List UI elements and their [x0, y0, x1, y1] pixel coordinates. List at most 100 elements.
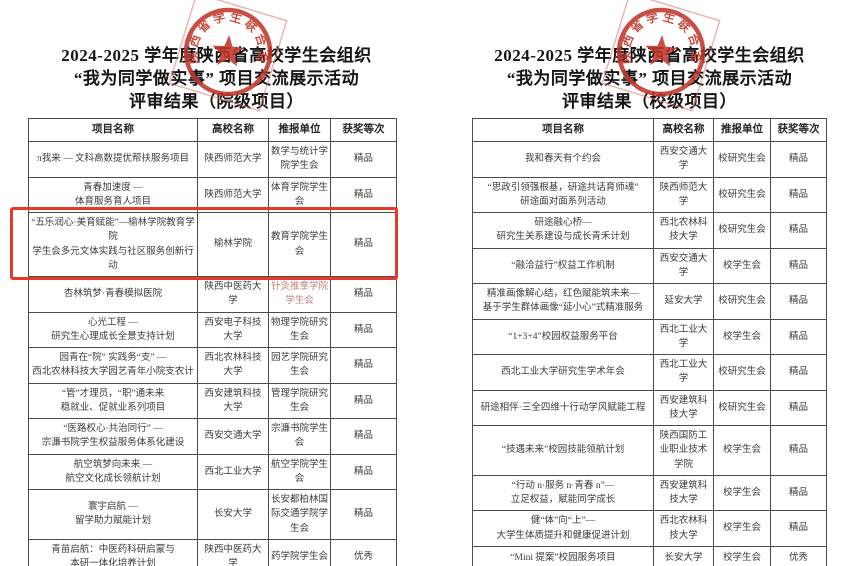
project-cell: 健“体”向“上”— 大学生体质提升和健康促进计划: [472, 510, 654, 547]
unit-cell: 航空学院学生会: [268, 453, 331, 490]
column-header: 高校名称: [653, 118, 714, 142]
table-row: 寰宇启航 — 留学助力赋能计划 长安大学 长安都柏林国际交通学院学生会 精品: [28, 489, 397, 540]
table-row: 园青在“院” 实践务“支” — 西北农林科技大学园艺青年小院支农计 西北农林科技大…: [28, 347, 397, 384]
header-row: 项目名称 高校名称 推报单位 获奖等次: [28, 118, 397, 142]
award-cell: 精品: [770, 141, 827, 178]
university-cell: 西安建筑科技大学: [653, 389, 714, 426]
page-university-level: 陕西省学生联合会 2024-2025 学年度陕西省高校学生会组织 “我为同学做实…: [433, 0, 866, 566]
award-cell: 精品: [330, 489, 397, 540]
project-cell: “技遇未来”校园技能领航计划: [472, 425, 654, 476]
table-row: 我和春天有个约会 西安交通大学 校研究生会 精品: [472, 141, 827, 178]
unit-cell: 校学生会: [713, 318, 771, 355]
university-cell: 延安大学: [653, 283, 714, 320]
column-header: 获奖等次: [330, 118, 397, 142]
award-cell: 精品: [770, 425, 827, 476]
project-cell: 我和春天有个约会: [472, 141, 654, 178]
title-line-1: 2024-2025 学年度陕西省高校学生会组织: [494, 46, 805, 65]
award-cell: 精品: [770, 318, 827, 355]
award-cell: 精品: [330, 418, 397, 455]
award-cell: 精品: [770, 212, 827, 249]
project-cell: π我来 — 文科高数提优帮扶服务项目: [28, 141, 198, 178]
university-cell: 西北农林科技大学: [653, 212, 714, 249]
project-cell: 精准画像解心结，红色赋能筑未来— 基于学生群体画像“延小心”式精准服务: [472, 283, 654, 320]
award-cell: 精品: [770, 510, 827, 547]
header-row: 项目名称 高校名称 推报单位 获奖等次: [472, 118, 827, 142]
table-row: “管”才理员，“职”通未来 稳就业、促就业系列项目 西安建筑科技大学 管理学院研究生…: [28, 382, 397, 419]
document-title: 2024-2025 学年度陕西省高校学生会组织 “我为同学做实事” 项目交流展示…: [0, 44, 433, 113]
results-table: 项目名称 高校名称 推报单位 获奖等次 我和春天有个约会 西安交通大学 校研究生会 精品 “思政…: [472, 118, 827, 566]
title-line-3: 评审结果（院级项目）: [129, 92, 304, 111]
university-cell: 长安大学: [653, 545, 714, 566]
unit-cell: 管理学院研究生会: [268, 382, 331, 419]
unit-cell: 药学院学生会: [268, 538, 331, 566]
column-header: 推报单位: [268, 118, 331, 142]
award-cell: 精品: [330, 453, 397, 490]
unit-cell: 校学生会: [713, 545, 771, 566]
table-row: 杏林筑梦·青春模拟医院 陕西中医药大学 针灸推拿学院学生会 精品: [28, 276, 397, 313]
award-cell: 精品: [330, 176, 397, 213]
table-row: 研途相伴·三全四维十行动学风赋能工程 西安建筑科技大学 校研究生会 精品: [472, 389, 827, 426]
unit-cell: 校研究生会: [713, 389, 771, 426]
title-line-3: 评审结果（校级项目）: [562, 92, 737, 111]
unit-cell: 校学生会: [713, 474, 771, 512]
university-cell: 西北农林科技大学: [197, 347, 269, 384]
award-cell: 精品: [770, 474, 827, 512]
unit-cell: 校研究生会: [713, 354, 771, 391]
university-cell: 陕西中医药大学: [197, 538, 269, 566]
project-cell: 航空筑梦向未来 — 航空文化成长领航计划: [28, 453, 198, 490]
university-cell: 西安交通大学: [653, 141, 714, 178]
page-college-level: 陕西省学生联合会 2024-2025 学年度陕西省高校学生会组织 “我为同学做实…: [0, 0, 433, 566]
award-cell: 精品: [330, 347, 397, 384]
table-row: 心光工程 — 研究生心理成长全景支持计划 西安电子科技大学 物理学院研究生会 精品: [28, 311, 397, 348]
university-cell: 西北工业大学: [653, 318, 714, 355]
university-cell: 西安建筑科技大学: [653, 474, 714, 512]
unit-cell: 数学与统计学院学生会: [268, 141, 331, 178]
table-row: “思政引领强根基，研途共话育师魂” 研途面对面系列活动 陕西师范大学 校研究生会 精品: [472, 176, 827, 213]
project-cell: “医路权心·共治同行” — 宗濂书院学生权益服务体系化建设: [28, 418, 198, 455]
unit-cell: 园艺学院研究生会: [268, 347, 331, 384]
university-cell: 西安电子科技大学: [197, 311, 269, 348]
table-row: “五乐润心·美育赋能”—榆林学院教育学院 学生会多元文体实践与社区服务创新行动榆…: [28, 212, 397, 277]
award-cell: 精品: [330, 141, 397, 178]
university-cell: 陕西师范大学: [197, 176, 269, 213]
unit-cell: 校学生会: [713, 425, 771, 476]
unit-cell: 体育学院学生会: [268, 176, 331, 213]
university-cell: 陕西国防工业职业技术学院: [653, 425, 714, 476]
unit-cell: 校研究生会: [713, 141, 771, 178]
award-cell: 精品: [330, 382, 397, 419]
university-cell: 西北工业大学: [653, 354, 714, 391]
table-row: “Mini 提案”校园服务项目 长安大学 校学生会 优秀: [472, 545, 827, 566]
project-cell: 研途融心桥— 研究生关系建设与成长青禾计划: [472, 212, 654, 249]
award-cell: 精品: [330, 212, 397, 277]
project-cell: 青苗启航：中医药科研启蒙与 本研一体化培养计划: [28, 538, 198, 566]
title-line-1: 2024-2025 学年度陕西省高校学生会组织: [61, 46, 372, 65]
award-cell: 精品: [770, 283, 827, 320]
unit-cell: 校学生会: [713, 510, 771, 547]
title-line-2: “我为同学做实事” 项目交流展示活动: [73, 69, 360, 88]
column-header: 项目名称: [472, 118, 654, 142]
unit-cell: 校研究生会: [713, 212, 771, 249]
results-table-wrap: 项目名称 高校名称 推报单位 获奖等次 π我来 — 文科高数提优帮扶服务项目 陕西师范大学…: [10, 118, 398, 566]
unit-cell: 长安都柏林国际交通学院学生会: [268, 489, 331, 540]
project-cell: 心光工程 — 研究生心理成长全景支持计划: [28, 311, 198, 348]
table-row: “1+3+4”校园权益服务平台 西北工业大学 校学生会 精品: [472, 318, 827, 355]
unit-cell: 校研究生会: [713, 176, 771, 213]
university-cell: 西北农林科技大学: [653, 510, 714, 547]
award-cell: 优秀: [330, 538, 397, 566]
university-cell: 西安建筑科技大学: [197, 382, 269, 419]
project-cell: “融洽益行”权益工作机制: [472, 247, 654, 284]
project-cell: 青春加速度 — 体育服务育人项目: [28, 176, 198, 213]
unit-cell: 物理学院研究生会: [268, 311, 331, 348]
unit-cell: 宗濂书院学生会: [268, 418, 331, 455]
university-cell: 长安大学: [197, 489, 269, 540]
university-cell: 陕西师范大学: [653, 176, 714, 213]
unit-cell: 校研究生会: [713, 283, 771, 320]
table-row: 西北工业大学研究生学术年会 西北工业大学 校研究生会 精品: [472, 354, 827, 391]
university-cell: 陕西中医药大学: [197, 276, 269, 313]
award-cell: 精品: [330, 276, 397, 313]
table-row: 健“体”向“上”— 大学生体质提升和健康促进计划 西北农林科技大学 校学生会 精品: [472, 510, 827, 547]
results-table-wrap: 项目名称 高校名称 推报单位 获奖等次 我和春天有个约会 西安交通大学 校研究生会 精品 “思政…: [472, 118, 827, 566]
project-cell: 杏林筑梦·青春模拟医院: [28, 276, 198, 313]
column-header: 推报单位: [713, 118, 771, 142]
table-row: 青苗启航：中医药科研启蒙与 本研一体化培养计划 陕西中医药大学 药学院学生会 优秀: [28, 538, 397, 566]
